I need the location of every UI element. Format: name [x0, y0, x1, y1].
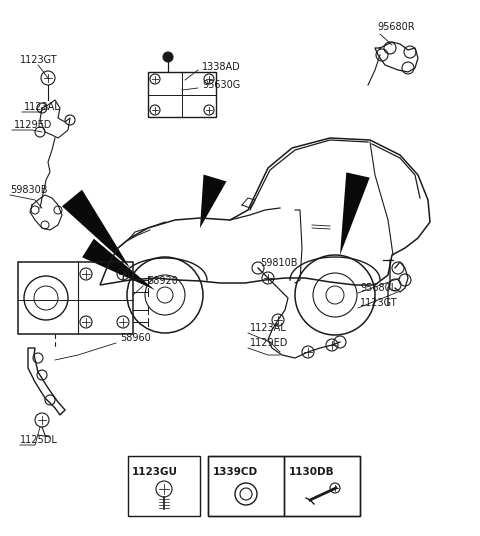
Polygon shape: [62, 190, 130, 268]
Text: 1129ED: 1129ED: [14, 120, 52, 130]
Polygon shape: [200, 175, 227, 228]
Text: 58920: 58920: [147, 276, 178, 286]
Bar: [128, 456, 200, 516]
Bar: [284, 456, 360, 516]
Bar: [208, 456, 360, 516]
Text: 95680R: 95680R: [377, 22, 415, 32]
Bar: [208, 456, 284, 516]
Circle shape: [163, 52, 173, 62]
Polygon shape: [82, 239, 155, 290]
Bar: [148, 72, 216, 117]
Text: 95680L: 95680L: [360, 283, 396, 293]
Text: 1123GU: 1123GU: [132, 467, 178, 477]
Text: 1123AL: 1123AL: [24, 102, 61, 112]
Text: 58960: 58960: [120, 333, 151, 343]
Text: 1123GT: 1123GT: [360, 298, 397, 308]
Text: 1125DL: 1125DL: [20, 435, 58, 445]
Text: 1123AL: 1123AL: [250, 323, 287, 333]
Text: 1129ED: 1129ED: [250, 338, 288, 348]
Text: 1338AD: 1338AD: [202, 62, 241, 72]
Polygon shape: [340, 173, 370, 255]
Bar: [18, 262, 133, 334]
Text: 1339CD: 1339CD: [213, 467, 258, 477]
Text: 59830B: 59830B: [10, 185, 48, 195]
Text: 1130DB: 1130DB: [289, 467, 335, 477]
Text: 59810B: 59810B: [260, 258, 298, 268]
Text: 1123GT: 1123GT: [20, 55, 58, 65]
Text: 95630G: 95630G: [202, 80, 240, 90]
